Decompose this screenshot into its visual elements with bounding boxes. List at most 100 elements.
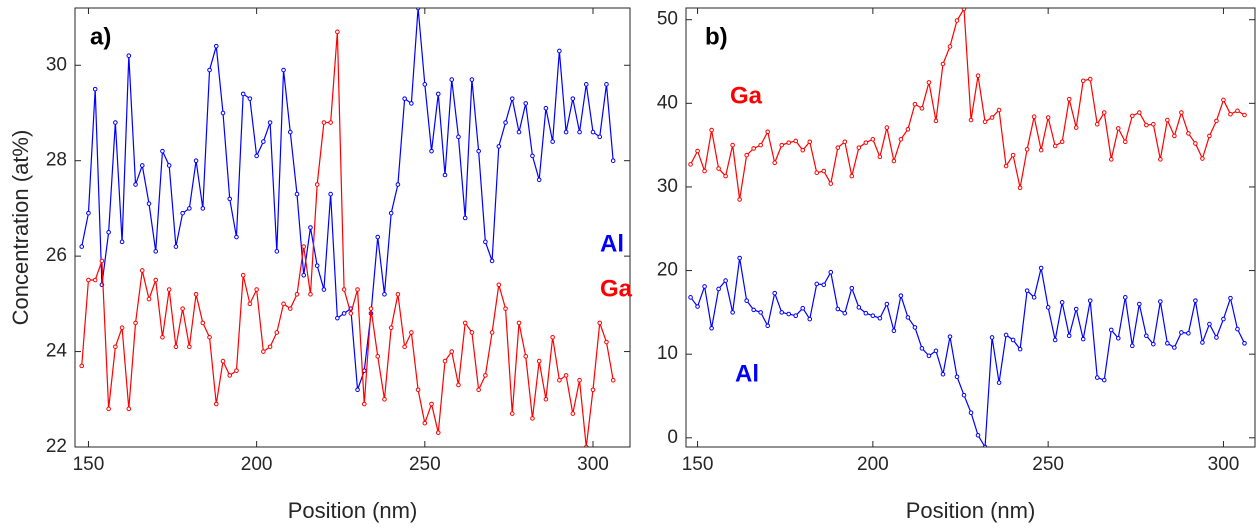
data-point — [1059, 139, 1065, 145]
data-point — [422, 420, 428, 426]
data-point — [1151, 121, 1156, 127]
data-point — [287, 306, 293, 311]
data-point — [604, 339, 609, 345]
data-point — [126, 406, 132, 412]
data-point — [240, 272, 246, 278]
data-point — [207, 334, 212, 340]
data-point — [996, 380, 1002, 385]
data-point — [261, 349, 266, 354]
y-tick-label: 10 — [657, 343, 678, 364]
data-point — [1101, 377, 1107, 383]
data-point — [543, 105, 549, 111]
data-point — [314, 263, 320, 268]
data-point — [716, 166, 721, 171]
data-point — [267, 344, 273, 350]
annotation: Al — [600, 230, 624, 257]
data-point — [933, 118, 939, 124]
data-point — [388, 210, 394, 216]
data-point — [1214, 335, 1219, 340]
data-point — [92, 277, 98, 283]
data-point — [106, 229, 111, 235]
data-point — [856, 145, 862, 150]
data-point — [730, 310, 735, 315]
data-point — [261, 139, 266, 144]
data-point — [723, 278, 728, 283]
data-point — [409, 330, 414, 335]
data-point — [989, 335, 995, 340]
data-point — [814, 281, 820, 287]
data-point — [227, 196, 233, 202]
data-point — [758, 142, 763, 148]
data-point — [926, 80, 932, 85]
data-point — [139, 163, 145, 168]
data-point — [294, 191, 300, 197]
data-point — [1193, 298, 1198, 303]
y-axis-label: Concentration (at%) — [8, 130, 33, 326]
x-tick-label: 300 — [577, 454, 609, 475]
data-point — [1129, 343, 1135, 349]
data-point — [160, 148, 165, 154]
data-point — [744, 152, 749, 158]
data-point — [1115, 335, 1121, 341]
data-point — [193, 158, 199, 163]
data-point — [1186, 330, 1191, 336]
data-point — [435, 430, 441, 435]
data-point — [1137, 110, 1142, 115]
y-tick-label: 28 — [46, 150, 67, 171]
data-point — [153, 277, 159, 283]
data-point — [79, 244, 85, 249]
data-point — [402, 344, 407, 350]
data-point — [597, 134, 603, 140]
data-point — [1122, 139, 1128, 145]
data-point — [610, 377, 616, 383]
data-point — [688, 162, 693, 167]
data-point — [1094, 375, 1100, 380]
series-line — [81, 31, 614, 447]
data-point — [355, 387, 360, 393]
data-point — [1003, 163, 1009, 169]
data-point — [947, 44, 953, 49]
data-point — [709, 127, 714, 133]
data-point — [213, 43, 219, 49]
data-point — [496, 144, 502, 149]
data-point — [1003, 332, 1009, 338]
data-point — [954, 18, 960, 23]
data-point — [1200, 156, 1205, 161]
data-point — [523, 354, 529, 359]
x-tick-label: 250 — [1032, 454, 1064, 475]
data-point — [898, 293, 904, 298]
data-point — [382, 292, 387, 297]
data-point — [1052, 337, 1058, 343]
data-point — [1235, 326, 1240, 332]
data-point — [1207, 133, 1212, 139]
data-point — [86, 277, 91, 283]
data-point — [772, 160, 777, 165]
data-point — [294, 292, 300, 297]
data-point — [173, 244, 179, 249]
data-point — [577, 129, 582, 135]
data-point — [536, 177, 542, 183]
data-point — [786, 311, 792, 317]
data-point — [800, 305, 806, 311]
y-tick-label: 30 — [46, 54, 67, 75]
data-point — [821, 282, 827, 288]
data-point — [933, 348, 939, 354]
data-point — [863, 310, 869, 316]
data-point — [308, 225, 313, 230]
data-point — [395, 182, 401, 187]
data-point — [1179, 110, 1184, 115]
data-point — [821, 168, 827, 174]
series-line — [690, 257, 1246, 447]
data-point — [919, 106, 925, 111]
data-point — [1172, 345, 1177, 350]
y-tick-label: 40 — [657, 92, 678, 113]
data-point — [173, 344, 179, 350]
data-point — [961, 8, 967, 12]
data-point — [814, 170, 820, 176]
y-tick-label: 0 — [667, 427, 678, 448]
data-point — [449, 349, 455, 354]
data-point — [220, 110, 226, 116]
data-point — [247, 301, 253, 307]
x-tick-label: 200 — [857, 454, 889, 475]
data-point — [530, 416, 535, 421]
